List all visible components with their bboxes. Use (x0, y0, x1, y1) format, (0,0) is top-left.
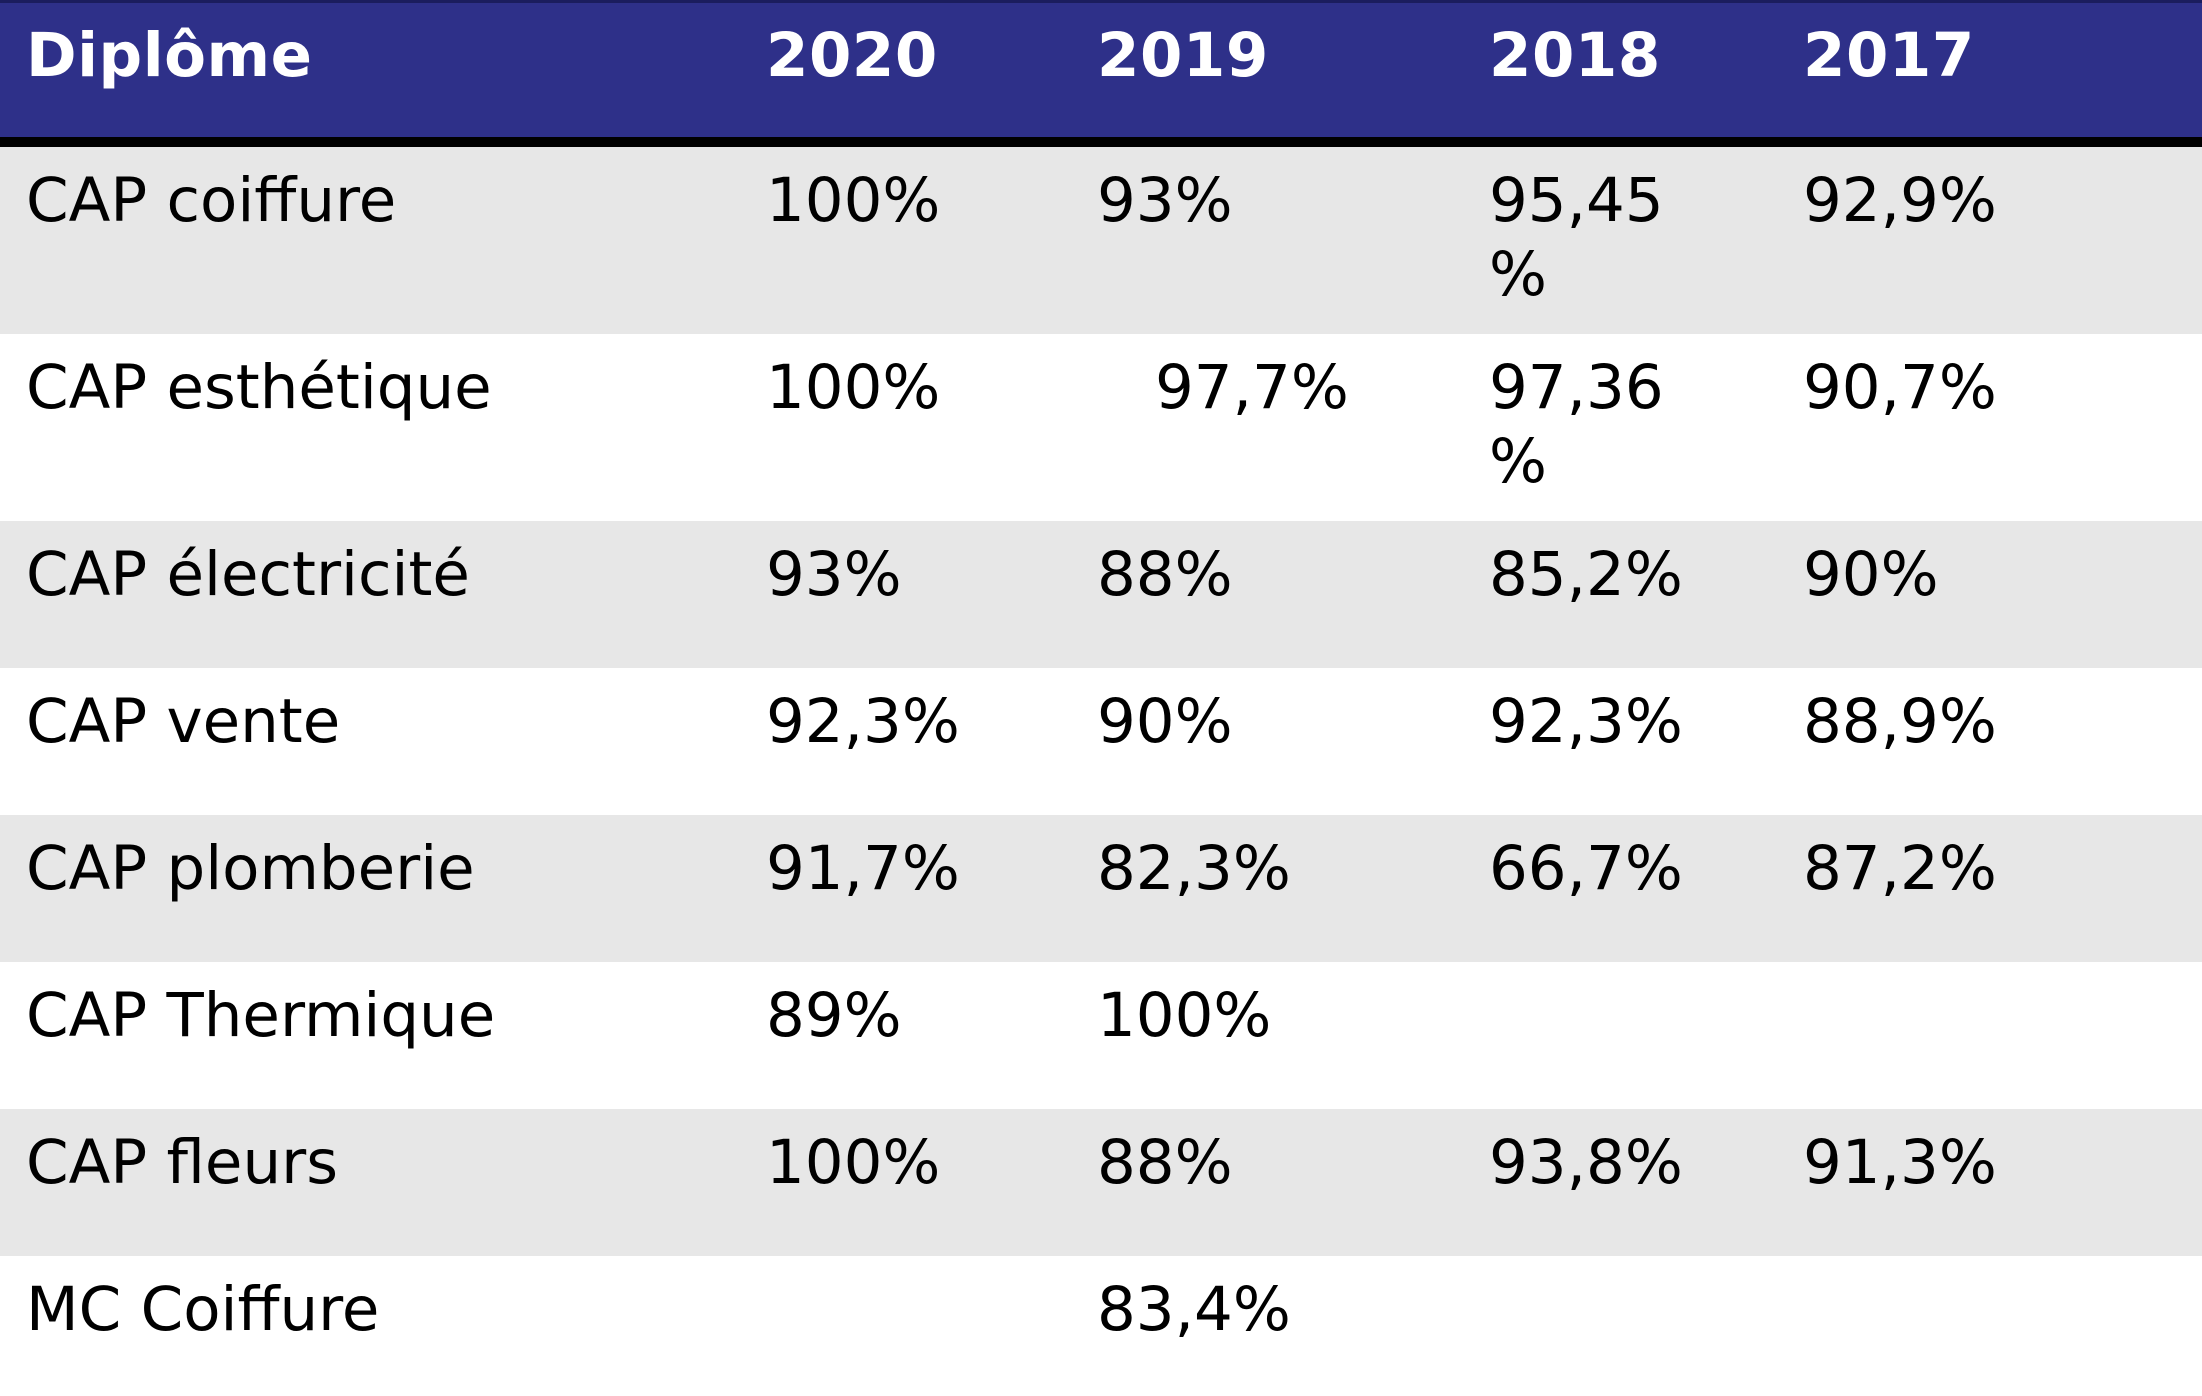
cell-2017: 87,2% (1803, 833, 1997, 904)
row-label: CAP esthétique (26, 352, 492, 423)
cell-2020: 92,3% (766, 686, 960, 757)
cell-2019: 93% (1097, 165, 1233, 236)
cell-2020: 100% (766, 165, 941, 236)
cell-2017: 90,7% (1803, 352, 1997, 423)
table-row: CAP coiffure 100% 93% 95,45 % 92,9% (0, 147, 2202, 334)
row-label: CAP vente (26, 686, 341, 757)
cell-2019: 100% (1097, 980, 1272, 1051)
cell-2018: 66,7% (1489, 833, 1683, 904)
table-header-row: Diplôme 2020 2019 2018 2017 (0, 0, 2202, 137)
row-label: MC Coiffure (26, 1274, 380, 1345)
table-row: CAP esthétique 100% 97,7% 97,36 % 90,7% (0, 334, 2202, 521)
header-2019: 2019 (1097, 20, 1269, 91)
cell-2020: 100% (766, 1127, 941, 1198)
header-diplome: Diplôme (26, 20, 313, 91)
cell-2019: 82,3% (1097, 833, 1291, 904)
table-row: MC Coiffure 83,4% (0, 1256, 2202, 1396)
cell-2019: 88% (1097, 1127, 1233, 1198)
cell-2017: 92,9% (1803, 165, 1997, 236)
row-label: CAP coiffure (26, 165, 397, 236)
cell-2018: 97,36 % (1489, 352, 1664, 497)
cell-2018: 93,8% (1489, 1127, 1683, 1198)
cell-2019: 90% (1097, 686, 1233, 757)
cell-2017: 90% (1803, 539, 1939, 610)
row-label: CAP fleurs (26, 1127, 338, 1198)
row-label: CAP Thermique (26, 980, 496, 1051)
header-2018: 2018 (1489, 20, 1661, 91)
header-divider (0, 137, 2202, 147)
cell-2019: 83,4% (1097, 1274, 1291, 1345)
header-2017: 2017 (1803, 20, 1975, 91)
results-table: Diplôme 2020 2019 2018 2017 CAP coiffure… (0, 0, 2202, 1345)
row-label: CAP électricité (26, 539, 470, 610)
cell-2018: 92,3% (1489, 686, 1683, 757)
header-2020: 2020 (766, 20, 938, 91)
table-row: CAP plomberie 91,7% 82,3% 66,7% 87,2% (0, 815, 2202, 962)
cell-2020: 91,7% (766, 833, 960, 904)
cell-2019: 97,7% (1155, 352, 1349, 423)
cell-2017: 88,9% (1803, 686, 1997, 757)
table-row: CAP électricité 93% 88% 85,2% 90% (0, 521, 2202, 668)
table-row: CAP vente 92,3% 90% 92,3% 88,9% (0, 668, 2202, 815)
cell-2019: 88% (1097, 539, 1233, 610)
cell-2018: 85,2% (1489, 539, 1683, 610)
cell-2018: 95,45 % (1489, 165, 1664, 310)
cell-2020: 93% (766, 539, 902, 610)
table-row: CAP Thermique 89% 100% (0, 962, 2202, 1109)
row-label: CAP plomberie (26, 833, 475, 904)
cell-2020: 89% (766, 980, 902, 1051)
table-row: CAP fleurs 100% 88% 93,8% 91,3% (0, 1109, 2202, 1256)
cell-2017: 91,3% (1803, 1127, 1997, 1198)
cell-2020: 100% (766, 352, 941, 423)
